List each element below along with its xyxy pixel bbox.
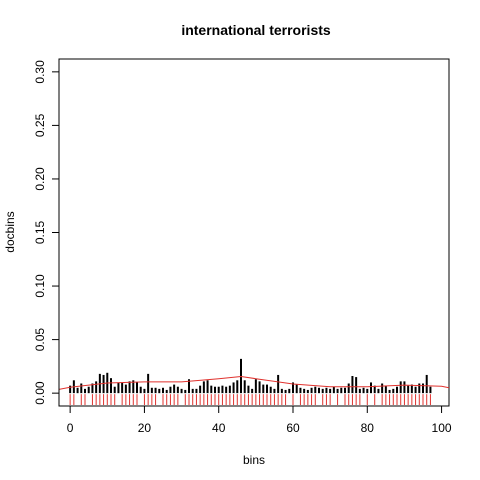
y-axis: 0.00 0.05 0.10 0.15 0.20 0.25 0.30 bbox=[33, 60, 60, 405]
y-tick-label-5: 0.25 bbox=[33, 113, 47, 137]
x-tick-label-5: 100 bbox=[432, 421, 452, 435]
x-tick-label-2: 40 bbox=[212, 421, 226, 435]
x-tick-label-1: 20 bbox=[138, 421, 152, 435]
x-axis: 0 20 40 60 80 100 bbox=[67, 405, 452, 435]
y-tick-label-1: 0.05 bbox=[33, 328, 47, 352]
y-axis-label: docbins bbox=[3, 211, 17, 252]
y-tick-label-3: 0.15 bbox=[33, 220, 47, 244]
rug-marks bbox=[69, 394, 431, 405]
chart-title: international terrorists bbox=[181, 22, 331, 38]
y-tick-label-4: 0.20 bbox=[33, 167, 47, 191]
x-tick-label-3: 60 bbox=[286, 421, 300, 435]
y-tick-label-0: 0.00 bbox=[33, 381, 47, 405]
y-tick-label-2: 0.10 bbox=[33, 274, 47, 298]
y-tick-label-6: 0.30 bbox=[33, 60, 47, 84]
x-tick-label-4: 80 bbox=[361, 421, 375, 435]
x-axis-label: bins bbox=[243, 453, 265, 467]
smooth-curve bbox=[58, 375, 450, 390]
x-tick-label-0: 0 bbox=[67, 421, 74, 435]
